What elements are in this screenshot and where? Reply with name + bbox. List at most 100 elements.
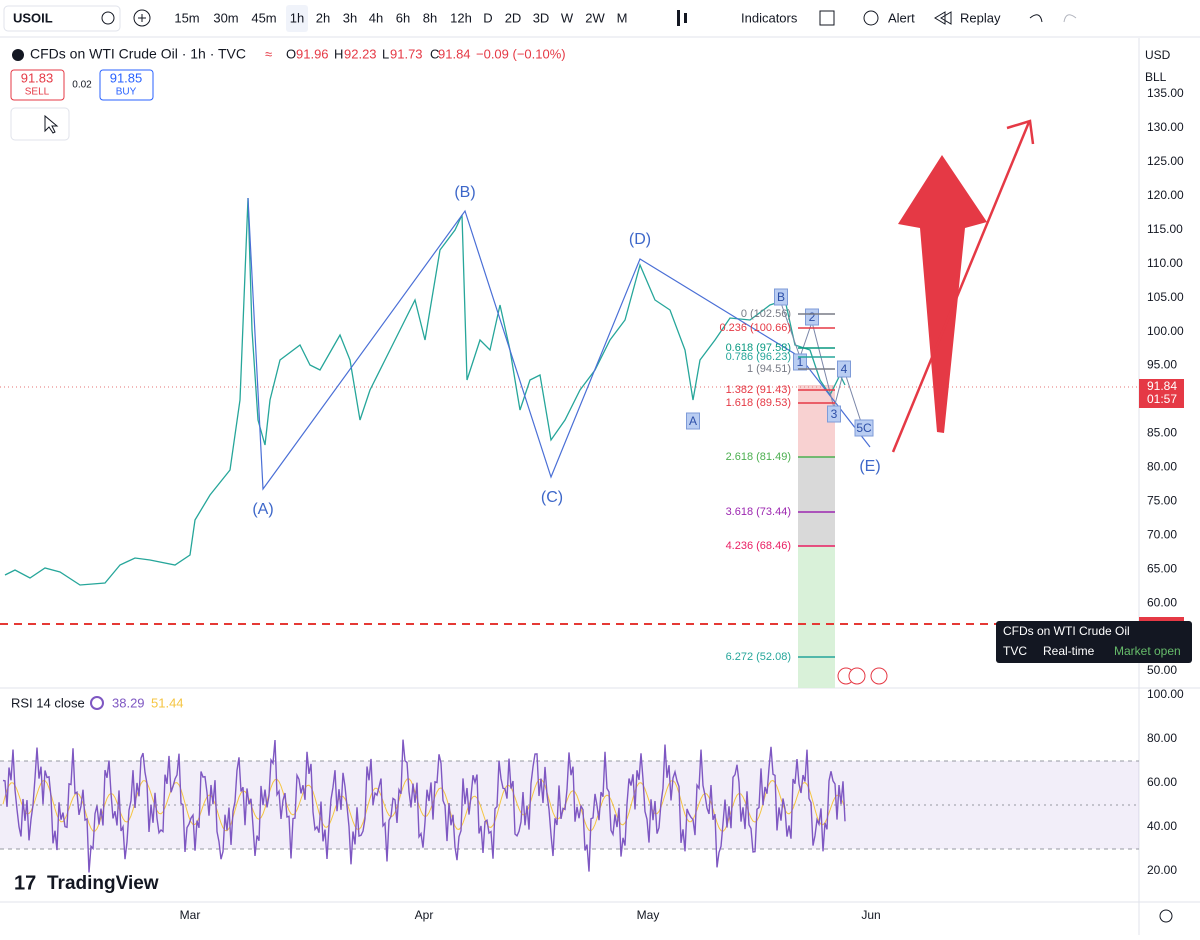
ohlc-key: O (286, 46, 296, 61)
wave-box (774, 288, 788, 306)
sell-button[interactable] (10, 69, 65, 101)
wave-box (793, 353, 807, 371)
interval-button[interactable]: 3D (533, 10, 550, 25)
fib-label: 1.382 (91.43) (726, 384, 791, 396)
symbol-box[interactable] (3, 5, 121, 32)
cursor-icon[interactable] (44, 114, 59, 134)
indicators-button[interactable]: Indicators (741, 10, 798, 25)
price-tick-label: 95.00 (1147, 358, 1177, 372)
redo-button[interactable] (1063, 14, 1077, 23)
fib-label: 0.618 (97.58) (726, 342, 791, 354)
tooltip-title: CFDs on WTI Crude Oil (1003, 624, 1130, 638)
ohlc-value: 91.84 (438, 46, 471, 61)
wave-box (827, 405, 841, 423)
spread: 0.02 (72, 80, 92, 91)
price-tick-label: 60.00 (1147, 595, 1177, 609)
buy-price[interactable]: 91.85 (110, 70, 143, 85)
interval-active (286, 5, 308, 32)
fib-label: 0.786 (96.23) (726, 351, 791, 363)
wave-box-label: 1 (797, 355, 804, 369)
wave-box (854, 419, 874, 437)
interval-button[interactable]: 15m (174, 10, 199, 25)
time-tick-label: Apr (415, 908, 434, 922)
interval-button[interactable]: 1h (290, 10, 304, 25)
sell-price[interactable]: 91.83 (21, 70, 54, 85)
tooltip-status: Market open (1114, 644, 1181, 658)
wave-box-label: 5C (856, 421, 872, 435)
price-tick-label: 75.00 (1147, 493, 1177, 507)
replay-icon[interactable] (934, 11, 952, 25)
interval-button[interactable]: 8h (423, 10, 437, 25)
brand: TradingView (47, 873, 159, 894)
interval-button[interactable]: 12h (450, 10, 472, 25)
event-icon[interactable] (848, 667, 866, 685)
symbol[interactable]: USOIL (13, 10, 53, 25)
interval-button[interactable]: W (561, 10, 574, 25)
chart-type-icon[interactable] (677, 10, 680, 26)
rsi-value: 38.29 (112, 695, 145, 710)
rsi-tick-label: 100.00 (1147, 687, 1184, 701)
wave-label: (D) (629, 231, 651, 248)
undo-button[interactable] (1029, 14, 1043, 23)
price-tick-label: 85.00 (1147, 426, 1177, 440)
price-tick-label: 105.00 (1147, 290, 1184, 304)
fib-label: 6.272 (52.08) (726, 651, 791, 663)
interval-button[interactable]: 2h (316, 10, 330, 25)
price-tick-label: 110.00 (1147, 256, 1183, 270)
price-tick-label: 70.00 (1147, 527, 1177, 541)
thin-arrow (891, 121, 1031, 453)
unit[interactable]: BLL (1145, 70, 1167, 84)
rsi-tick-label: 60.00 (1147, 775, 1177, 789)
price-tick-label: 80.00 (1147, 460, 1177, 474)
interval-button[interactable]: M (617, 10, 628, 25)
sell-label[interactable]: SELL (25, 87, 50, 98)
rsi-icon[interactable] (90, 696, 104, 710)
rsi-band (0, 761, 1139, 849)
wave-box (837, 360, 851, 378)
fib-label: 1.618 (89.53) (726, 397, 791, 409)
layouts-icon[interactable] (819, 10, 835, 26)
wave-box-label: 3 (831, 407, 838, 421)
symbol-icon[interactable] (101, 11, 115, 25)
settings-button[interactable] (1159, 909, 1173, 923)
big-arrow (898, 155, 987, 433)
price-tick-label: 120.00 (1147, 188, 1184, 202)
alert-button[interactable]: Alert (888, 10, 915, 25)
alert-icon[interactable] (863, 10, 879, 26)
price-tick-label: 130.00 (1147, 120, 1184, 134)
interval-button[interactable]: 45m (251, 10, 276, 25)
ohlc-value: 91.96 (296, 46, 329, 61)
interval-button[interactable]: 2D (505, 10, 522, 25)
price-tick-label: 115.00 (1147, 222, 1183, 236)
buy-label[interactable]: BUY (116, 87, 137, 98)
brand-logo: 17 (14, 872, 36, 894)
currency[interactable]: USD (1145, 48, 1171, 62)
interval-button[interactable]: D (483, 10, 492, 25)
wave-label: (C) (541, 489, 563, 506)
interval-button[interactable]: 30m (213, 10, 238, 25)
interval-button[interactable]: 6h (396, 10, 410, 25)
compare-button[interactable] (133, 9, 151, 27)
replay-button[interactable]: Replay (960, 10, 1001, 25)
fib-label: 4.236 (68.46) (726, 540, 791, 552)
tooltip-feed: Real-time (1043, 644, 1095, 658)
event-icon[interactable] (870, 667, 888, 685)
rsi-tick-label: 80.00 (1147, 731, 1177, 745)
interval-button[interactable]: 3h (343, 10, 357, 25)
chart-type-icon[interactable] (684, 13, 687, 23)
interval-button[interactable]: 4h (369, 10, 383, 25)
wave-box-label: A (689, 414, 697, 428)
wave-label: (B) (454, 184, 475, 201)
price-tick-label: 125.00 (1147, 154, 1184, 168)
interval-button[interactable]: 2W (585, 10, 605, 25)
rsi-line (2, 739, 846, 873)
tooltip-source: TVC (1003, 644, 1027, 658)
time-tick-label: Mar (180, 908, 201, 922)
last-price: 91.84 (1147, 379, 1177, 393)
buy-button[interactable] (99, 69, 154, 101)
time-tick-label: Jun (861, 908, 880, 922)
price-tick-label: 135.00 (1147, 86, 1184, 100)
last-price-badge (1139, 379, 1184, 408)
